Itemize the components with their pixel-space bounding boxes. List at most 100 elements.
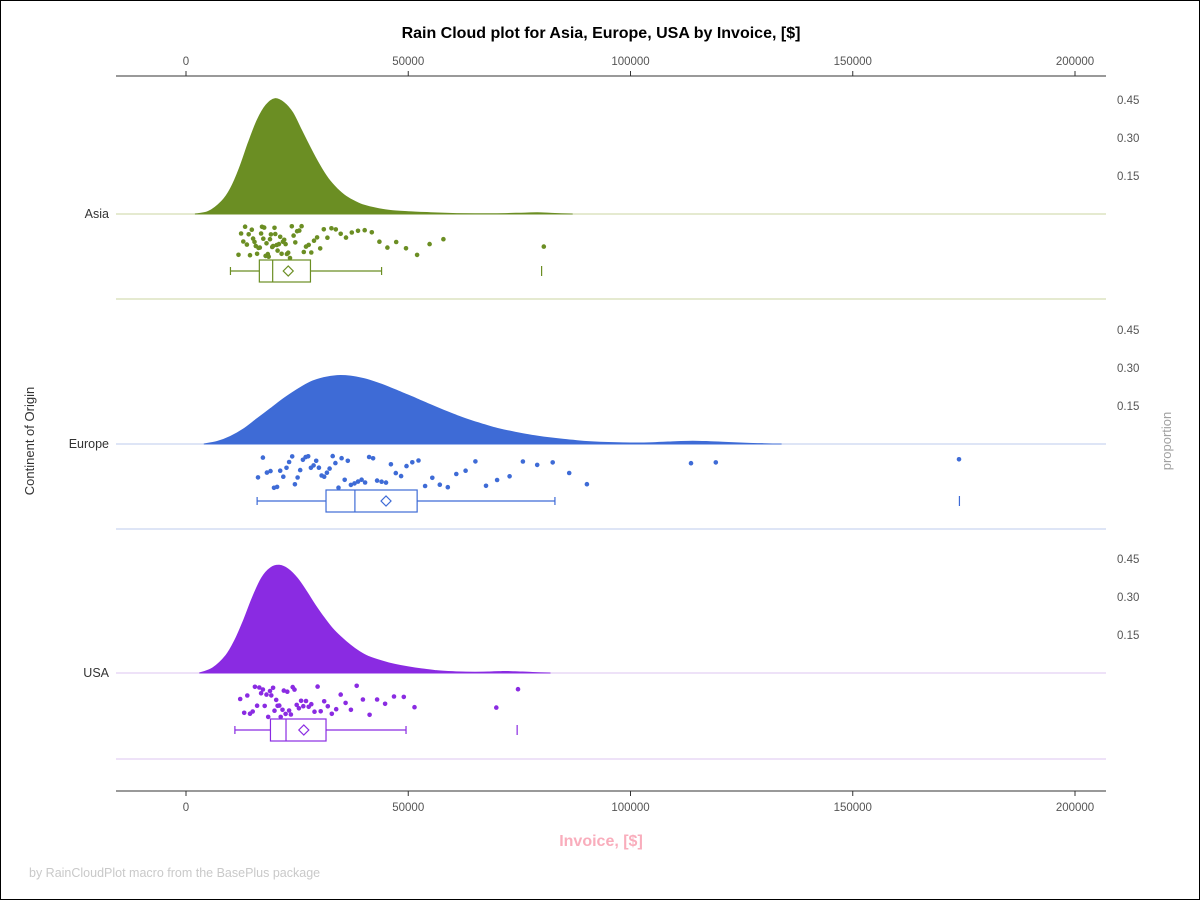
- rain-point: [338, 231, 344, 237]
- rain-point: [267, 688, 273, 694]
- rain-point: [369, 230, 375, 235]
- rain-point: [267, 236, 273, 242]
- rain-point: [311, 463, 316, 468]
- rain-point: [336, 485, 341, 491]
- rain-point: [412, 704, 417, 710]
- rain-point: [374, 697, 380, 702]
- rain-point: [352, 481, 357, 486]
- rain-point: [339, 455, 344, 461]
- y2-tick-label: 0.15: [1117, 171, 1139, 183]
- rain-point: [515, 686, 521, 692]
- rain-point: [306, 242, 312, 248]
- rain-point: [260, 455, 266, 460]
- rain-point: [252, 239, 257, 245]
- rain-point: [258, 231, 264, 236]
- rain-point: [388, 462, 394, 467]
- x-tick-label: 0: [183, 802, 189, 814]
- rain-point: [291, 233, 296, 238]
- rain-point: [303, 698, 309, 704]
- rain-point: [370, 456, 376, 461]
- box: [325, 489, 418, 513]
- y2-tick-label: 0.30: [1117, 133, 1139, 145]
- y2-tick-label: 0.30: [1117, 592, 1139, 604]
- boxplot-europe: [256, 489, 961, 513]
- page-title: Rain Cloud plot for Asia, Europe, USA by…: [402, 25, 801, 42]
- rain-point: [275, 248, 280, 253]
- rain-point: [278, 714, 284, 720]
- rain-point: [254, 703, 260, 708]
- rain-point: [688, 460, 694, 466]
- rain-point: [258, 691, 264, 696]
- rain-point: [261, 225, 267, 230]
- rain-point: [541, 244, 547, 249]
- rain-point: [343, 700, 348, 706]
- rain-point: [312, 709, 317, 714]
- category-label-europe: Europe: [69, 437, 109, 451]
- rain-point: [237, 696, 243, 702]
- rain-point: [309, 250, 314, 255]
- x-tick-label: 150000: [834, 802, 872, 814]
- rain-point: [362, 480, 368, 485]
- rain-point: [245, 693, 250, 698]
- rain-point: [299, 223, 304, 229]
- rain-point: [333, 227, 339, 232]
- rain-point: [550, 460, 555, 465]
- rain-point: [272, 708, 277, 713]
- rain-point: [285, 689, 290, 694]
- rain-point: [268, 468, 273, 474]
- x-tick-label: 100000: [611, 802, 649, 814]
- density-cloud-usa: [199, 564, 551, 674]
- rain-point: [327, 466, 332, 471]
- y2-tick-label: 0.45: [1117, 325, 1139, 337]
- rain-point: [301, 249, 307, 255]
- x-tick-label: 200000: [1056, 56, 1094, 68]
- rain-point: [255, 475, 261, 480]
- rain-point: [391, 694, 397, 699]
- y2-tick-label: 0.15: [1117, 630, 1139, 642]
- rain-point: [367, 712, 372, 718]
- rain-point: [379, 479, 384, 485]
- rain-point: [313, 458, 319, 464]
- rain-point: [265, 714, 271, 720]
- rain-point: [321, 474, 327, 480]
- rain-point: [260, 687, 266, 692]
- panel-usa: USA 0.15 0.30 0.45: [83, 554, 1139, 760]
- mean-diamond: [297, 724, 310, 736]
- rain-point: [289, 454, 295, 459]
- rain-point: [274, 484, 280, 490]
- rain-point: [318, 709, 324, 714]
- rain-point: [348, 482, 354, 488]
- rain-point: [280, 707, 285, 713]
- rain-point: [584, 481, 590, 487]
- rain-point: [366, 454, 372, 460]
- rain-point: [454, 471, 459, 477]
- plot-area: 0 50000 100000 150000 200000 0 50000 100000 1500…: [69, 56, 1140, 814]
- rain-point: [404, 463, 409, 469]
- footer-note: by RainCloudPlot macro from the BasePlus…: [29, 866, 320, 880]
- rain-point: [354, 683, 360, 689]
- x-axis-bottom: 0 50000 100000 150000 200000: [116, 790, 1106, 814]
- rain-point: [317, 246, 323, 251]
- rain-point: [315, 684, 320, 689]
- rain-point: [247, 252, 253, 258]
- rain-point: [393, 239, 399, 245]
- rain-point: [288, 712, 294, 717]
- rain-point: [416, 458, 421, 463]
- rain-point: [494, 477, 500, 483]
- rain-point: [277, 234, 283, 240]
- rain-point: [321, 227, 327, 232]
- density-cloud-europe: [203, 375, 782, 445]
- y2-tick-label: 0.30: [1117, 363, 1139, 375]
- rain-point: [297, 228, 302, 233]
- rain-point: [329, 711, 335, 717]
- rain-point: [257, 245, 263, 250]
- rain-point: [286, 459, 292, 465]
- rain-point: [238, 231, 244, 236]
- rain-point: [316, 465, 322, 471]
- rain-point: [956, 457, 962, 462]
- rain-point: [437, 482, 443, 488]
- rain-point: [295, 475, 300, 480]
- rain-point: [249, 227, 255, 232]
- rain-point: [264, 470, 270, 475]
- mean-diamond: [282, 265, 295, 277]
